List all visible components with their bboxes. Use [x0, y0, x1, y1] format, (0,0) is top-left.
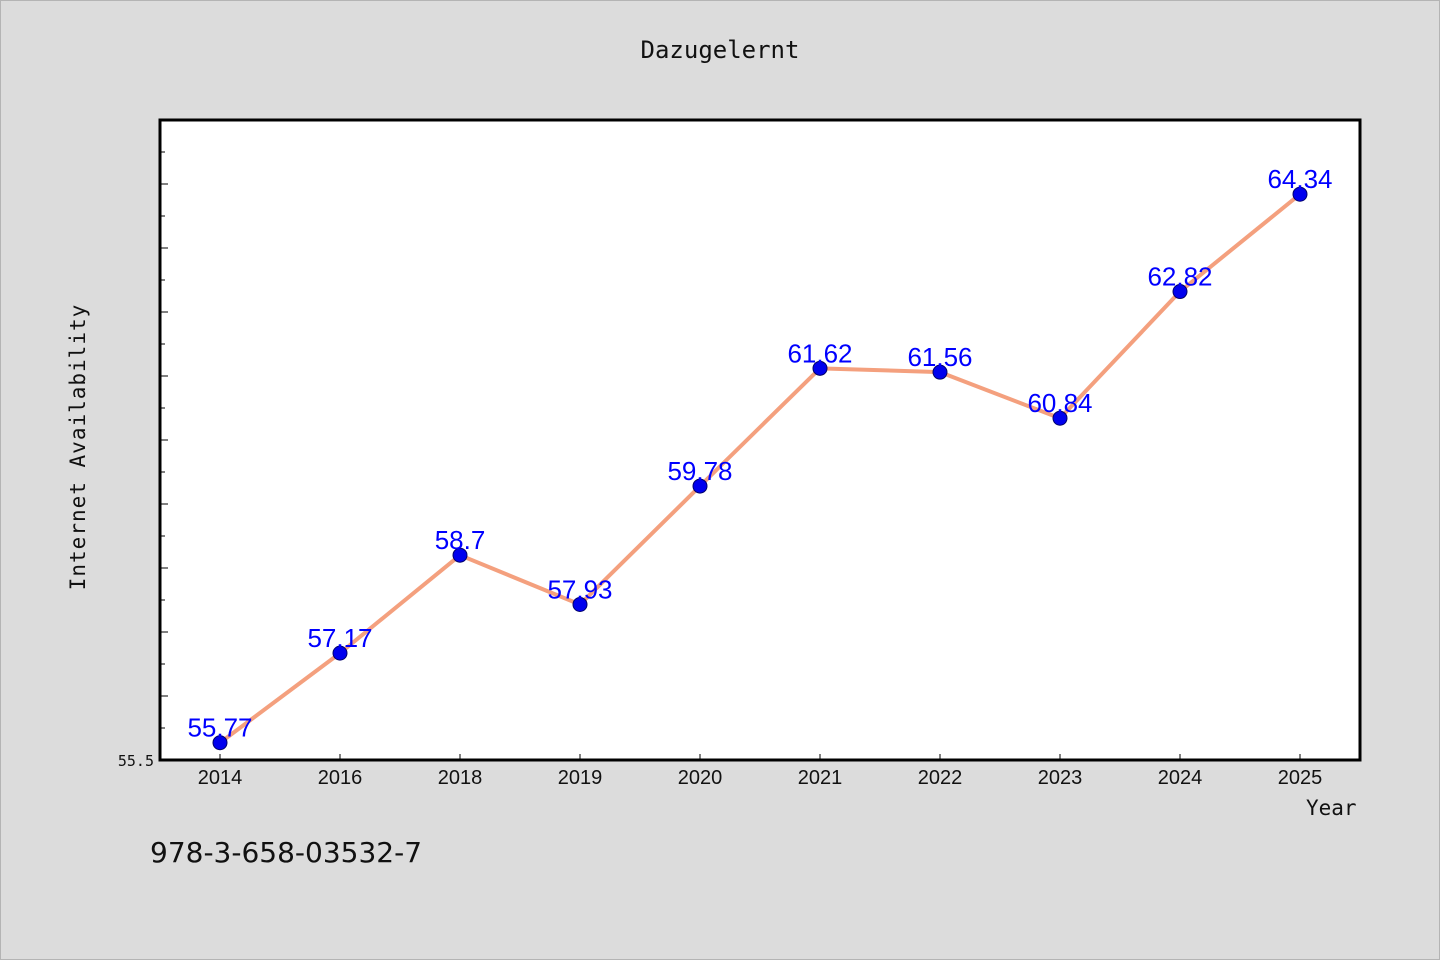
x-tick-label: 2022 [918, 767, 963, 789]
x-tick-label: 2024 [1158, 767, 1203, 789]
data-point [812, 360, 828, 376]
data-label: 55.77 [187, 713, 252, 743]
data-point [932, 364, 948, 380]
data-label: 61.56 [907, 342, 972, 372]
x-tick-label: 2020 [678, 767, 723, 789]
data-label: 57.93 [547, 574, 612, 604]
data-label: 57.17 [307, 623, 372, 653]
data-point [332, 645, 348, 661]
plot-area [160, 120, 1360, 760]
series-line [218, 192, 1302, 745]
x-tick-label: 2021 [798, 767, 843, 789]
data-label: 60.84 [1027, 388, 1092, 418]
data-point [452, 547, 468, 563]
y-tick-label: 55.5 [118, 752, 154, 770]
data-point [1052, 410, 1068, 426]
x-tick-label: 2018 [438, 767, 483, 789]
data-point [212, 735, 228, 751]
data-point [1292, 186, 1308, 202]
footer-identifier: 978-3-658-03532-7 [150, 836, 423, 869]
x-tick-label: 2016 [318, 767, 363, 789]
data-label: 59.78 [667, 456, 732, 486]
x-tick-label: 2014 [198, 767, 243, 789]
chart-title: Dazugelernt [640, 36, 800, 64]
plot-border [158, 118, 1362, 762]
data-label: 61.62 [787, 338, 852, 368]
x-tick-label: 2025 [1278, 767, 1323, 789]
data-label: 58.7 [435, 525, 486, 555]
x-axis-label: Year [1306, 796, 1357, 820]
data-point [1172, 284, 1188, 300]
data-point [692, 478, 708, 494]
x-tick-label: 2023 [1038, 767, 1083, 789]
data-label: 64.34 [1267, 164, 1332, 194]
data-label: 62.82 [1147, 262, 1212, 292]
x-tick-label: 2019 [558, 767, 603, 789]
data-point [572, 596, 588, 612]
